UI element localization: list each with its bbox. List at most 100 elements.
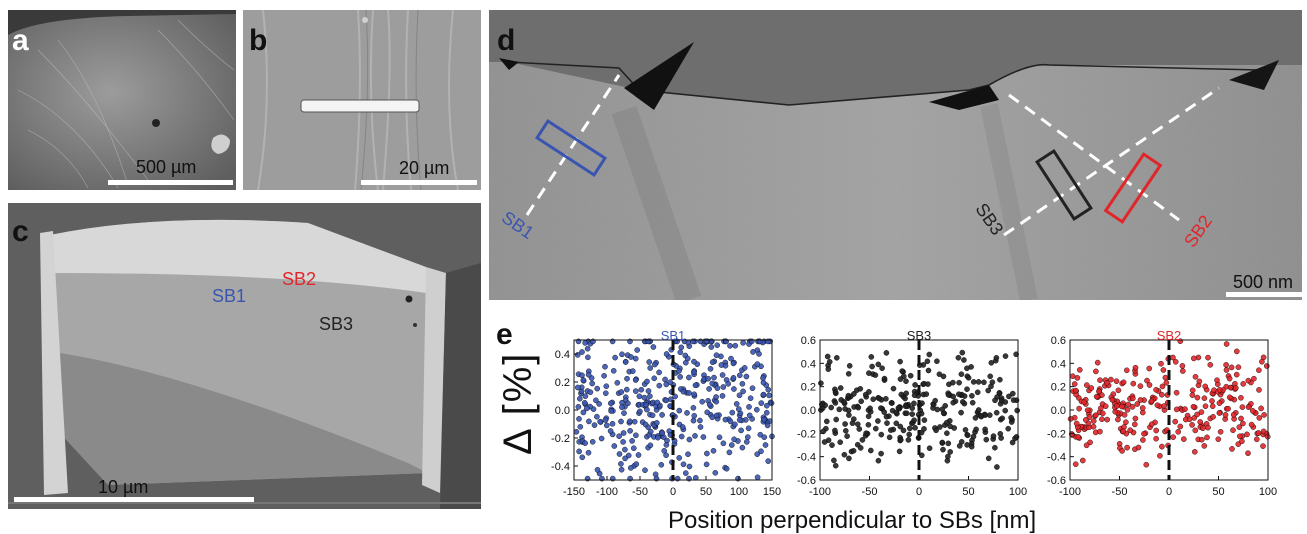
data-point [820,428,827,435]
data-point [1232,385,1239,391]
data-point [906,431,912,438]
data-point [1261,412,1267,418]
y-tick-label: 0.6 [1051,335,1066,347]
data-point [577,424,584,430]
data-point [1097,377,1103,384]
data-point [647,393,653,399]
data-point [618,418,624,425]
data-point [754,361,761,367]
data-point [890,385,897,392]
data-point [1216,400,1223,406]
data-point [582,440,588,446]
data-point [1009,390,1016,397]
data-point [631,418,638,425]
data-point [594,413,600,420]
data-point [700,434,707,440]
data-point [1073,420,1080,427]
data-point [1236,433,1243,440]
data-point [829,442,835,448]
data-point [1230,411,1237,418]
data-point [926,445,933,451]
data-point [1140,437,1146,443]
data-point [909,411,915,417]
data-point [1159,443,1165,450]
data-point [873,425,879,432]
data-point [593,397,599,404]
data-point [857,386,864,392]
data-point [1214,377,1220,384]
data-point [1190,355,1197,362]
data-point [875,418,881,424]
data-point [1093,393,1100,400]
panel-c-scale-label: 10 µm [98,477,149,497]
data-point [975,379,982,385]
data-point [846,455,852,462]
data-point [713,398,720,405]
data-point [622,446,628,453]
panel-c-sb3-label: SB3 [319,314,354,334]
y-tick-label: -0.6 [797,475,816,487]
data-point [684,410,690,416]
data-point [659,430,666,436]
panel-b-letter: b [249,24,268,57]
data-point [1245,377,1252,384]
data-point [1010,397,1017,403]
data-point [1235,364,1242,371]
data-point [869,363,875,370]
data-point [582,393,589,399]
data-point [582,340,589,346]
data-point [1173,406,1180,413]
data-point [958,409,964,416]
data-point [1080,457,1086,464]
data-point [716,434,723,441]
data-point [731,436,737,443]
data-point [714,385,721,391]
data-point [836,406,843,413]
data-point [883,350,890,356]
x-tick-label: -100 [1059,486,1081,498]
panel-d-boxes [534,119,1163,224]
data-point [1197,419,1203,425]
data-point [1209,403,1216,409]
data-point [1192,427,1199,434]
panel-c-scale-bar [14,497,254,502]
data-point [1223,341,1230,347]
data-point [1205,354,1211,361]
data-point [686,463,693,470]
data-point [690,405,697,411]
data-point [1084,382,1090,388]
data-point [1223,367,1230,373]
data-point [982,426,988,433]
data-point [1143,461,1150,468]
data-point [1209,398,1215,404]
data-point [1153,387,1159,393]
data-point [837,439,844,445]
data-point [625,400,631,407]
data-point [1102,403,1109,409]
data-point [740,388,746,395]
data-point [924,358,931,365]
data-point [1005,425,1011,432]
data-point [708,344,715,350]
data-point [699,398,705,405]
data-point [1256,387,1262,393]
data-point [855,404,862,411]
data-point [1230,427,1236,433]
data-point [586,418,592,425]
data-point [650,344,657,350]
data-point [1172,418,1178,425]
data-point [1114,403,1120,409]
data-point [1104,416,1110,423]
data-point [881,375,888,382]
data-point [616,451,623,457]
data-point [1083,417,1089,423]
data-point [955,354,962,361]
data-point [619,351,625,358]
data-point [622,455,628,462]
data-point [602,363,608,370]
data-point [679,424,686,430]
data-point [1226,394,1233,401]
data-point [1194,411,1200,418]
data-point [1158,360,1164,367]
data-point [746,404,752,410]
